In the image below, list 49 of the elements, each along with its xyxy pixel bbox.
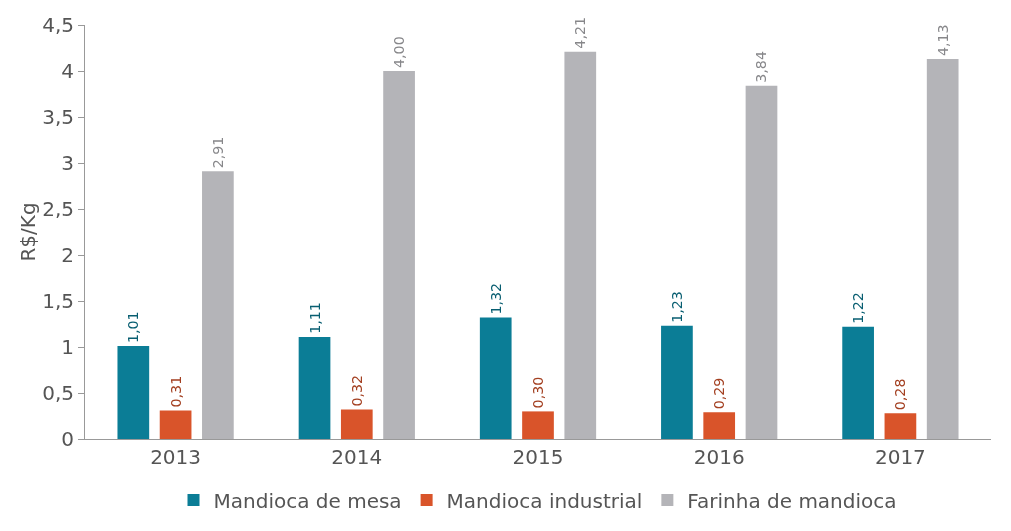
y-tick-label: 0 [61, 427, 74, 451]
y-tick-label: 4,5 [42, 13, 74, 37]
y-tick-label: 3 [61, 151, 74, 175]
data-label: 3,84 [753, 51, 770, 83]
x-tick-label: 2013 [150, 445, 202, 469]
data-label: 0,29 [711, 377, 728, 410]
data-label: 0,31 [167, 375, 184, 408]
data-label: 1,32 [487, 282, 504, 315]
data-label: 0,32 [348, 374, 365, 407]
y-tick-label: 1 [61, 335, 74, 359]
x-tick-label: 2015 [512, 445, 564, 469]
x-tick-label: 2016 [693, 445, 745, 469]
data-label: 4,00 [391, 36, 408, 68]
y-tick-label: 4 [61, 59, 74, 83]
y-tick-label: 0,5 [42, 381, 74, 405]
bar [117, 346, 150, 439]
bar [703, 412, 736, 439]
data-label: 0,30 [529, 376, 546, 409]
bar [564, 51, 597, 439]
bar [298, 336, 331, 439]
data-label: 1,01 [125, 311, 142, 344]
bar [842, 326, 874, 439]
y-tick-label: 3,5 [42, 105, 74, 129]
bar [926, 59, 959, 439]
data-label: 4,13 [934, 24, 951, 57]
y-axis-title: R$/Kg [16, 202, 40, 262]
data-label: 1,11 [306, 302, 323, 334]
x-tick-label: 2017 [874, 445, 926, 469]
data-label: 4,21 [572, 16, 589, 49]
bar [661, 325, 693, 439]
bar [202, 171, 234, 439]
data-label: 0,28 [892, 378, 909, 411]
legend-label: Mandioca de mesa [213, 488, 402, 513]
bar [340, 409, 373, 439]
bar [479, 317, 512, 439]
x-tick-label: 2014 [331, 445, 383, 469]
bar [383, 71, 415, 439]
data-label: 2,91 [209, 136, 226, 169]
bar [522, 411, 554, 439]
y-tick-label: 2 [61, 243, 74, 267]
data-label: 1,22 [850, 292, 867, 324]
bar [159, 410, 192, 439]
y-tick-label: 1,5 [42, 289, 74, 313]
data-label: 1,23 [668, 291, 685, 323]
legend-label: Mandioca industrial [446, 488, 643, 513]
legend-label: Farinha de mandioca [687, 488, 897, 513]
y-tick-label: 2,5 [42, 197, 74, 221]
bar [745, 85, 778, 439]
bar [884, 413, 917, 439]
